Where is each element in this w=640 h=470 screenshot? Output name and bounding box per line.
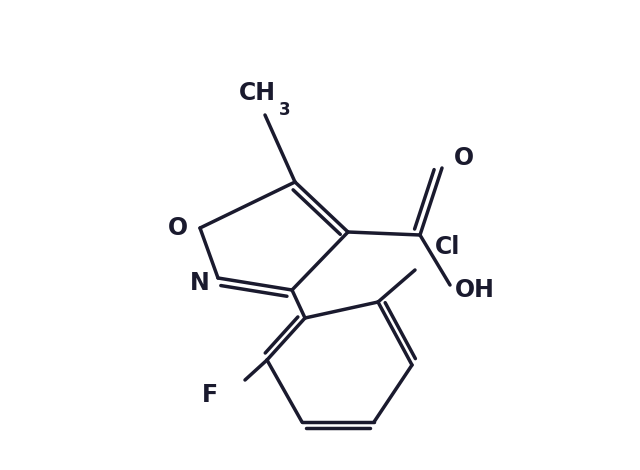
Text: 3: 3	[279, 101, 291, 119]
Text: O: O	[454, 146, 474, 170]
Text: Cl: Cl	[435, 235, 461, 259]
Text: N: N	[190, 271, 210, 295]
Text: CH: CH	[239, 81, 275, 105]
Text: OH: OH	[455, 278, 495, 302]
Text: O: O	[168, 216, 188, 240]
Text: F: F	[202, 383, 218, 407]
